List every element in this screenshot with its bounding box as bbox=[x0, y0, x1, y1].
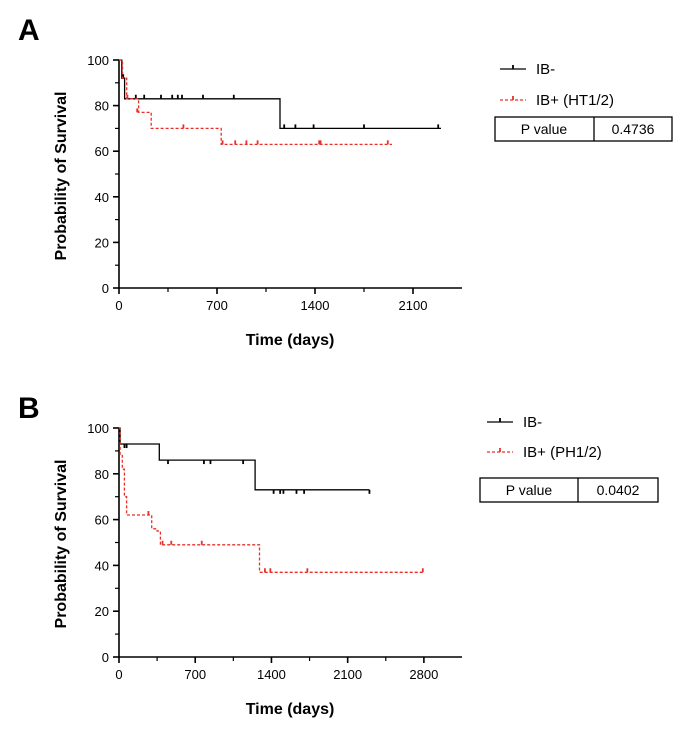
x-tick-label: 2800 bbox=[409, 667, 438, 682]
y-tick-label: 0 bbox=[102, 650, 109, 665]
legend-label: IB- bbox=[536, 61, 555, 78]
series-line-ib-pos bbox=[119, 427, 424, 573]
series-line-ib-neg bbox=[119, 59, 441, 130]
p-value-box-frame bbox=[479, 477, 659, 503]
p-value: 0.0402 bbox=[597, 482, 640, 498]
x-tick-label: 2100 bbox=[399, 298, 428, 313]
legend-label: IB+ (HT1/2) bbox=[536, 92, 614, 109]
series-line-ib-neg bbox=[119, 427, 370, 491]
y-tick-label: 40 bbox=[95, 190, 109, 205]
y-tick-label: 20 bbox=[95, 235, 109, 250]
x-tick-label: 1400 bbox=[257, 667, 286, 682]
y-tick-label: 100 bbox=[87, 53, 109, 68]
series-line-ib-pos bbox=[119, 59, 392, 146]
y-tick-label: 100 bbox=[87, 421, 109, 436]
x-tick-label: 0 bbox=[115, 667, 122, 682]
p-value-box-a: P value 0.4736 bbox=[494, 116, 673, 142]
y-tick-label: 80 bbox=[95, 467, 109, 482]
y-axis-title-a: Probability of Survival bbox=[53, 92, 70, 261]
p-value: 0.4736 bbox=[612, 121, 655, 137]
p-value-box-b: P value 0.0402 bbox=[479, 477, 659, 503]
legend-b: IB- IB+ (PH1/2) bbox=[487, 414, 602, 461]
y-tick-label: 40 bbox=[95, 558, 109, 573]
y-tick-label: 80 bbox=[95, 99, 109, 114]
x-tick-label: 1400 bbox=[301, 298, 330, 313]
plot-area-a: 0 20 40 60 80 100 0 700 1400 2100 bbox=[87, 53, 462, 313]
p-value-label: P value bbox=[506, 482, 553, 498]
y-tick-label: 60 bbox=[95, 144, 109, 159]
plot-area-b: 0 20 40 60 80 100 0 700 1400 2100 2800 bbox=[87, 421, 462, 682]
p-value-label: P value bbox=[521, 121, 568, 137]
panel-a: A 0 20 40 60 80 100 0 700 1400 2100 Time (days) P… bbox=[18, 14, 673, 349]
legend-a: IB- IB+ (HT1/2) bbox=[500, 61, 614, 109]
x-axis-title-a: Time (days) bbox=[246, 332, 335, 349]
x-tick-label: 2100 bbox=[333, 667, 362, 682]
p-value-box-frame bbox=[494, 116, 673, 142]
x-tick-label: 700 bbox=[206, 298, 228, 313]
x-tick-label: 700 bbox=[184, 667, 206, 682]
y-tick-label: 0 bbox=[102, 281, 109, 296]
x-tick-label: 0 bbox=[115, 298, 122, 313]
panel-letter-b: B bbox=[18, 392, 40, 425]
legend-label: IB- bbox=[523, 414, 542, 431]
panel-letter-a: A bbox=[18, 14, 40, 47]
y-axis-title-b: Probability of Survival bbox=[53, 460, 70, 629]
y-tick-label: 60 bbox=[95, 513, 109, 528]
y-tick-label: 20 bbox=[95, 604, 109, 619]
x-axis-title-b: Time (days) bbox=[246, 701, 335, 718]
legend-label: IB+ (PH1/2) bbox=[523, 444, 602, 461]
panel-b: B 0 20 40 60 80 100 0 700 1400 2100 2800 Time (day… bbox=[18, 392, 659, 718]
